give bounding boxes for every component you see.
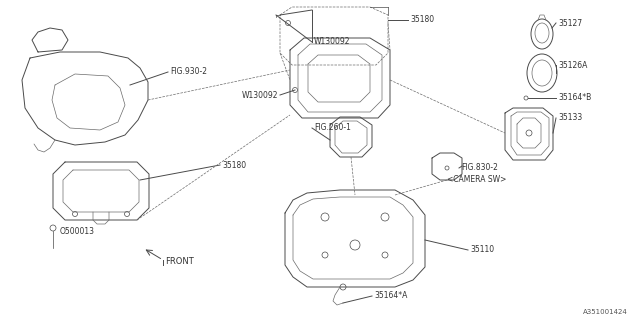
Text: O500013: O500013 <box>60 228 95 236</box>
Text: 35133: 35133 <box>558 114 582 123</box>
Text: FIG.830-2: FIG.830-2 <box>461 164 498 172</box>
Text: W130092: W130092 <box>314 37 351 46</box>
Text: 35164*B: 35164*B <box>558 93 591 102</box>
Text: <CAMERA SW>: <CAMERA SW> <box>447 175 506 185</box>
Text: FRONT: FRONT <box>165 258 194 267</box>
Text: 35164*A: 35164*A <box>374 292 408 300</box>
Text: 35110: 35110 <box>470 245 494 254</box>
Text: 35127: 35127 <box>558 19 582 28</box>
Text: W130092: W130092 <box>241 92 278 100</box>
Text: 35180: 35180 <box>222 161 246 170</box>
Text: A351001424: A351001424 <box>583 309 628 315</box>
Text: FIG.260-1: FIG.260-1 <box>314 124 351 132</box>
Text: 35180: 35180 <box>410 15 434 25</box>
Text: FIG.930-2: FIG.930-2 <box>170 68 207 76</box>
Text: 35126A: 35126A <box>558 60 588 69</box>
